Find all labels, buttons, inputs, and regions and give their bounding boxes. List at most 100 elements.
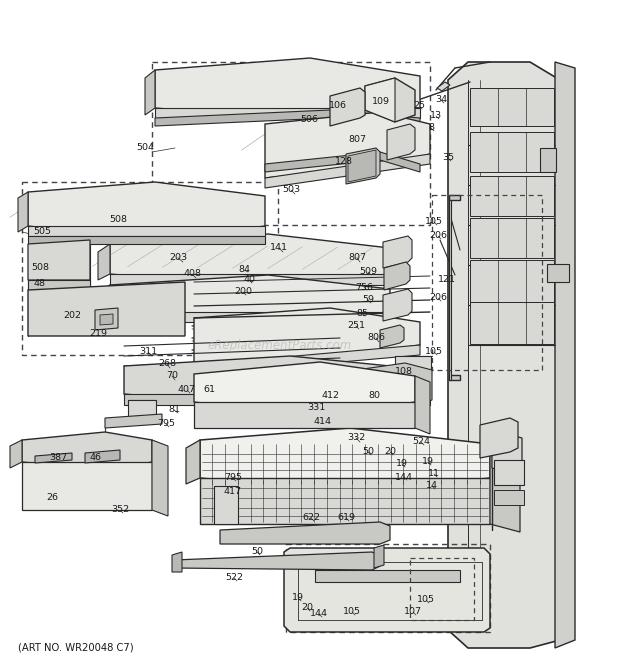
- Polygon shape: [384, 262, 410, 290]
- Polygon shape: [265, 152, 420, 172]
- Polygon shape: [356, 363, 432, 408]
- Text: 202: 202: [63, 311, 81, 319]
- Polygon shape: [265, 112, 430, 178]
- Polygon shape: [98, 244, 110, 280]
- Polygon shape: [449, 200, 451, 380]
- Polygon shape: [110, 234, 390, 288]
- Text: 40: 40: [243, 276, 255, 284]
- Polygon shape: [383, 236, 412, 268]
- Text: 331: 331: [307, 403, 325, 412]
- Text: 50: 50: [251, 547, 263, 557]
- Polygon shape: [284, 548, 490, 632]
- Text: 107: 107: [404, 607, 422, 617]
- Text: 206: 206: [429, 293, 447, 303]
- Text: 80: 80: [368, 391, 380, 399]
- Bar: [470, 176, 554, 216]
- Text: (ART NO. WR20048 C7): (ART NO. WR20048 C7): [18, 643, 134, 653]
- Polygon shape: [22, 462, 152, 510]
- Polygon shape: [152, 440, 168, 516]
- Polygon shape: [348, 150, 376, 182]
- Text: 756: 756: [355, 282, 373, 292]
- Polygon shape: [492, 430, 522, 476]
- Text: 46: 46: [90, 453, 102, 463]
- Text: 508: 508: [109, 215, 127, 225]
- Polygon shape: [28, 280, 90, 290]
- Text: 524: 524: [412, 438, 430, 446]
- Text: 795: 795: [157, 420, 175, 428]
- Text: 61: 61: [203, 385, 215, 395]
- Text: 408: 408: [183, 270, 201, 278]
- Polygon shape: [110, 275, 390, 322]
- Polygon shape: [98, 285, 110, 318]
- Bar: [470, 260, 554, 302]
- Text: 106: 106: [329, 102, 347, 110]
- Polygon shape: [100, 314, 113, 325]
- Polygon shape: [194, 402, 415, 428]
- Text: 503: 503: [282, 186, 300, 194]
- Text: 19: 19: [292, 594, 304, 602]
- Text: 109: 109: [372, 98, 390, 106]
- Text: 108: 108: [395, 368, 413, 377]
- Polygon shape: [155, 108, 420, 118]
- Polygon shape: [10, 440, 22, 468]
- Polygon shape: [35, 453, 72, 463]
- Bar: [494, 460, 524, 485]
- Text: 141: 141: [270, 243, 288, 253]
- Polygon shape: [28, 182, 265, 240]
- Bar: [540, 148, 556, 172]
- Text: 35: 35: [442, 153, 454, 163]
- Polygon shape: [200, 478, 490, 524]
- Polygon shape: [449, 195, 460, 200]
- Text: 200: 200: [234, 288, 252, 297]
- Polygon shape: [18, 192, 28, 232]
- Text: 412: 412: [321, 391, 339, 399]
- Text: 121: 121: [438, 276, 456, 284]
- Text: 11: 11: [428, 469, 440, 479]
- Polygon shape: [437, 82, 450, 91]
- Bar: [470, 302, 554, 344]
- Text: 105: 105: [425, 348, 443, 356]
- Polygon shape: [95, 308, 118, 330]
- Text: 70: 70: [166, 371, 178, 381]
- Text: 84: 84: [238, 266, 250, 274]
- Polygon shape: [85, 450, 120, 463]
- Text: 19: 19: [422, 457, 434, 467]
- Polygon shape: [155, 110, 420, 126]
- Text: 251: 251: [347, 321, 365, 330]
- Text: 105: 105: [343, 607, 361, 617]
- Polygon shape: [155, 58, 420, 120]
- Text: 807: 807: [348, 136, 366, 145]
- Text: 34: 34: [435, 95, 447, 104]
- Polygon shape: [105, 414, 162, 428]
- Text: 619: 619: [337, 514, 355, 522]
- Polygon shape: [124, 394, 430, 405]
- Text: 144: 144: [310, 609, 328, 619]
- Text: 504: 504: [136, 143, 154, 153]
- Text: 59: 59: [362, 295, 374, 305]
- Text: 806: 806: [367, 334, 385, 342]
- Text: 352: 352: [111, 506, 129, 514]
- Text: 144: 144: [395, 473, 413, 481]
- Polygon shape: [374, 545, 384, 568]
- Text: 206: 206: [429, 231, 447, 241]
- Bar: [470, 132, 554, 172]
- Text: 387: 387: [49, 453, 67, 463]
- Polygon shape: [346, 148, 380, 184]
- Bar: [395, 356, 431, 376]
- Bar: [494, 490, 524, 505]
- Text: 219: 219: [89, 329, 107, 338]
- Polygon shape: [315, 570, 460, 582]
- Text: 414: 414: [314, 416, 332, 426]
- Text: 268: 268: [158, 360, 176, 368]
- Polygon shape: [186, 440, 200, 484]
- Bar: [470, 218, 554, 258]
- Text: 25: 25: [413, 102, 425, 110]
- Text: 417: 417: [224, 488, 242, 496]
- Polygon shape: [265, 154, 430, 188]
- Text: 20: 20: [384, 447, 396, 457]
- Text: 14: 14: [426, 481, 438, 490]
- Polygon shape: [28, 240, 90, 280]
- Text: 48: 48: [34, 278, 46, 288]
- Bar: [214, 486, 238, 524]
- Text: 20: 20: [301, 603, 313, 613]
